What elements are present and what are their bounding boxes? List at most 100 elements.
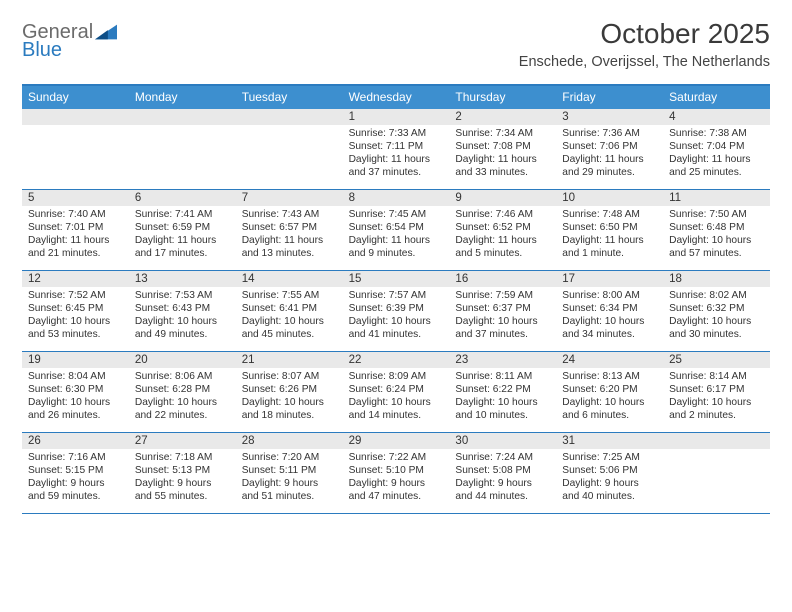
sunset-text: Sunset: 6:48 PM (669, 221, 764, 234)
day-number: 30 (449, 433, 556, 449)
day-body (129, 125, 236, 189)
day-cell (663, 433, 770, 513)
day-body: Sunrise: 7:46 AMSunset: 6:52 PMDaylight:… (449, 206, 556, 264)
weekday-header: Thursday (449, 86, 556, 109)
day-cell: 28Sunrise: 7:20 AMSunset: 5:11 PMDayligh… (236, 433, 343, 513)
sunset-text: Sunset: 5:06 PM (562, 464, 657, 477)
day-cell: 25Sunrise: 8:14 AMSunset: 6:17 PMDayligh… (663, 352, 770, 432)
daylight-text: Daylight: 9 hours and 55 minutes. (135, 477, 230, 503)
daylight-text: Daylight: 11 hours and 13 minutes. (242, 234, 337, 260)
sunrise-text: Sunrise: 8:02 AM (669, 289, 764, 302)
sunrise-text: Sunrise: 7:41 AM (135, 208, 230, 221)
day-number: 21 (236, 352, 343, 368)
day-number: 8 (343, 190, 450, 206)
day-body: Sunrise: 7:22 AMSunset: 5:10 PMDaylight:… (343, 449, 450, 507)
sunset-text: Sunset: 6:28 PM (135, 383, 230, 396)
daylight-text: Daylight: 10 hours and 30 minutes. (669, 315, 764, 341)
sunset-text: Sunset: 6:59 PM (135, 221, 230, 234)
day-number: 13 (129, 271, 236, 287)
sunset-text: Sunset: 7:08 PM (455, 140, 550, 153)
daylight-text: Daylight: 10 hours and 10 minutes. (455, 396, 550, 422)
day-cell: 23Sunrise: 8:11 AMSunset: 6:22 PMDayligh… (449, 352, 556, 432)
day-cell: 4Sunrise: 7:38 AMSunset: 7:04 PMDaylight… (663, 109, 770, 189)
week-row: 19Sunrise: 8:04 AMSunset: 6:30 PMDayligh… (22, 352, 770, 433)
sunset-text: Sunset: 6:34 PM (562, 302, 657, 315)
sunset-text: Sunset: 6:54 PM (349, 221, 444, 234)
day-number (236, 109, 343, 125)
sunset-text: Sunset: 6:37 PM (455, 302, 550, 315)
day-cell: 10Sunrise: 7:48 AMSunset: 6:50 PMDayligh… (556, 190, 663, 270)
daylight-text: Daylight: 11 hours and 9 minutes. (349, 234, 444, 260)
day-number: 28 (236, 433, 343, 449)
page-subtitle: Enschede, Overijssel, The Netherlands (519, 54, 770, 70)
day-body: Sunrise: 7:36 AMSunset: 7:06 PMDaylight:… (556, 125, 663, 183)
day-cell: 19Sunrise: 8:04 AMSunset: 6:30 PMDayligh… (22, 352, 129, 432)
daylight-text: Daylight: 11 hours and 1 minute. (562, 234, 657, 260)
daylight-text: Daylight: 10 hours and 45 minutes. (242, 315, 337, 341)
day-body: Sunrise: 7:57 AMSunset: 6:39 PMDaylight:… (343, 287, 450, 345)
day-body: Sunrise: 7:50 AMSunset: 6:48 PMDaylight:… (663, 206, 770, 264)
sunrise-text: Sunrise: 8:04 AM (28, 370, 123, 383)
daylight-text: Daylight: 10 hours and 49 minutes. (135, 315, 230, 341)
sunrise-text: Sunrise: 7:34 AM (455, 127, 550, 140)
daylight-text: Daylight: 10 hours and 34 minutes. (562, 315, 657, 341)
day-body (663, 449, 770, 513)
day-body: Sunrise: 8:11 AMSunset: 6:22 PMDaylight:… (449, 368, 556, 426)
sunset-text: Sunset: 6:45 PM (28, 302, 123, 315)
daylight-text: Daylight: 9 hours and 40 minutes. (562, 477, 657, 503)
day-number: 18 (663, 271, 770, 287)
day-body: Sunrise: 8:02 AMSunset: 6:32 PMDaylight:… (663, 287, 770, 345)
day-body: Sunrise: 7:34 AMSunset: 7:08 PMDaylight:… (449, 125, 556, 183)
day-body: Sunrise: 8:04 AMSunset: 6:30 PMDaylight:… (22, 368, 129, 426)
day-number: 23 (449, 352, 556, 368)
day-number (129, 109, 236, 125)
day-cell: 13Sunrise: 7:53 AMSunset: 6:43 PMDayligh… (129, 271, 236, 351)
day-body (22, 125, 129, 189)
sunrise-text: Sunrise: 8:11 AM (455, 370, 550, 383)
day-number: 11 (663, 190, 770, 206)
day-number: 10 (556, 190, 663, 206)
weekday-header: Sunday (22, 86, 129, 109)
day-body: Sunrise: 7:16 AMSunset: 5:15 PMDaylight:… (22, 449, 129, 507)
day-body: Sunrise: 7:41 AMSunset: 6:59 PMDaylight:… (129, 206, 236, 264)
sunrise-text: Sunrise: 7:57 AM (349, 289, 444, 302)
weekday-header: Wednesday (343, 86, 450, 109)
daylight-text: Daylight: 10 hours and 53 minutes. (28, 315, 123, 341)
daylight-text: Daylight: 11 hours and 17 minutes. (135, 234, 230, 260)
day-cell: 31Sunrise: 7:25 AMSunset: 5:06 PMDayligh… (556, 433, 663, 513)
day-number: 14 (236, 271, 343, 287)
day-body: Sunrise: 7:25 AMSunset: 5:06 PMDaylight:… (556, 449, 663, 507)
sunrise-text: Sunrise: 7:22 AM (349, 451, 444, 464)
header-right: October 2025 Enschede, Overijssel, The N… (519, 18, 770, 78)
day-body: Sunrise: 7:43 AMSunset: 6:57 PMDaylight:… (236, 206, 343, 264)
sunrise-text: Sunrise: 8:07 AM (242, 370, 337, 383)
sunrise-text: Sunrise: 7:52 AM (28, 289, 123, 302)
brand-triangle-icon (95, 22, 117, 42)
sunset-text: Sunset: 7:04 PM (669, 140, 764, 153)
daylight-text: Daylight: 11 hours and 5 minutes. (455, 234, 550, 260)
day-number: 20 (129, 352, 236, 368)
day-cell: 30Sunrise: 7:24 AMSunset: 5:08 PMDayligh… (449, 433, 556, 513)
daylight-text: Daylight: 9 hours and 47 minutes. (349, 477, 444, 503)
daylight-text: Daylight: 10 hours and 2 minutes. (669, 396, 764, 422)
weekday-header: Tuesday (236, 86, 343, 109)
day-cell: 24Sunrise: 8:13 AMSunset: 6:20 PMDayligh… (556, 352, 663, 432)
calendar-page: General Blue October 2025 Enschede, Over… (0, 0, 792, 524)
day-cell: 27Sunrise: 7:18 AMSunset: 5:13 PMDayligh… (129, 433, 236, 513)
weekday-header: Monday (129, 86, 236, 109)
day-number (22, 109, 129, 125)
sunset-text: Sunset: 6:50 PM (562, 221, 657, 234)
sunset-text: Sunset: 6:41 PM (242, 302, 337, 315)
daylight-text: Daylight: 11 hours and 33 minutes. (455, 153, 550, 179)
week-row: 26Sunrise: 7:16 AMSunset: 5:15 PMDayligh… (22, 433, 770, 514)
weekday-header-row: SundayMondayTuesdayWednesdayThursdayFrid… (22, 86, 770, 109)
day-cell: 6Sunrise: 7:41 AMSunset: 6:59 PMDaylight… (129, 190, 236, 270)
day-body: Sunrise: 7:53 AMSunset: 6:43 PMDaylight:… (129, 287, 236, 345)
day-number: 2 (449, 109, 556, 125)
day-body: Sunrise: 7:55 AMSunset: 6:41 PMDaylight:… (236, 287, 343, 345)
day-cell: 14Sunrise: 7:55 AMSunset: 6:41 PMDayligh… (236, 271, 343, 351)
sunset-text: Sunset: 5:11 PM (242, 464, 337, 477)
day-cell: 5Sunrise: 7:40 AMSunset: 7:01 PMDaylight… (22, 190, 129, 270)
day-number (663, 433, 770, 449)
day-body: Sunrise: 7:33 AMSunset: 7:11 PMDaylight:… (343, 125, 450, 183)
